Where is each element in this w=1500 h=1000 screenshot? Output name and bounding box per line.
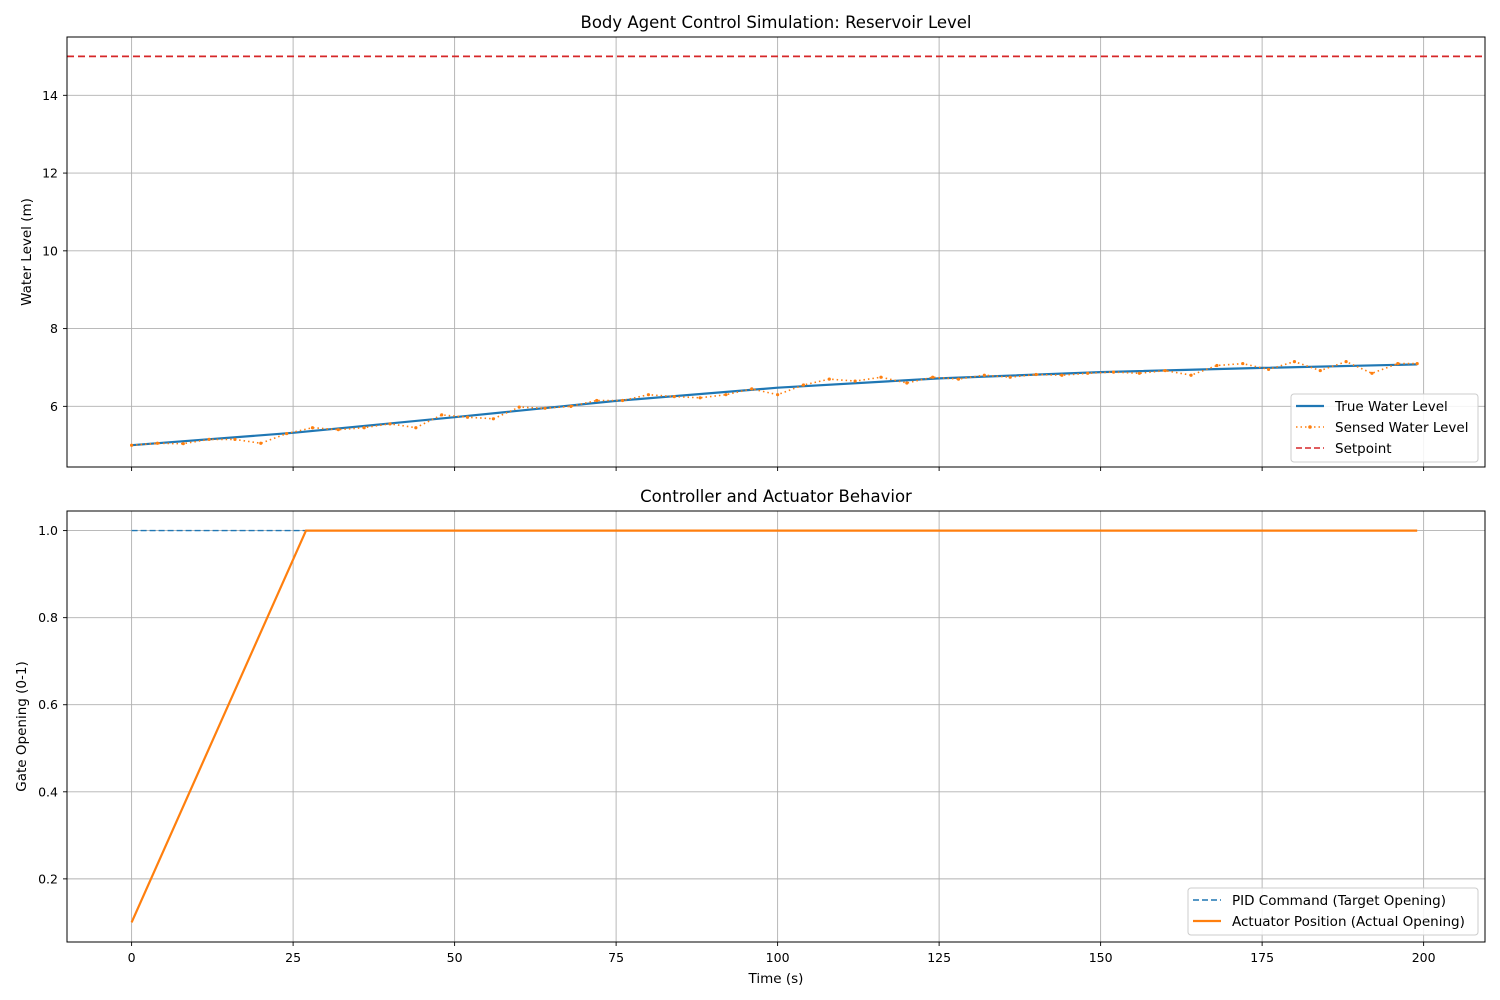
data-point <box>1008 375 1012 379</box>
axes-frame <box>66 510 1486 943</box>
legend-label: PID Command (Target Opening) <box>1232 893 1446 909</box>
data-point <box>956 377 961 381</box>
data-point <box>1415 361 1419 366</box>
x-tick-label: 200 <box>1412 950 1436 965</box>
data-point <box>853 379 857 383</box>
chart-title: Controller and Actuator Behavior <box>640 487 912 506</box>
data-point <box>1370 371 1374 375</box>
x-tick-label: 100 <box>766 950 790 965</box>
data-point <box>285 431 289 436</box>
data-point <box>698 396 702 400</box>
data-point <box>1344 360 1348 364</box>
data-point <box>1137 371 1141 375</box>
x-tick-label: 125 <box>927 950 951 965</box>
data-point <box>931 375 935 379</box>
data-point <box>1266 367 1271 372</box>
data-point <box>569 404 573 408</box>
y-tick-label: 0.8 <box>38 610 58 625</box>
x-tick-label: 50 <box>447 950 463 965</box>
data-point <box>879 375 883 379</box>
data-point <box>1060 373 1064 377</box>
data-point <box>388 422 392 426</box>
x-tick-label: 0 <box>128 950 136 965</box>
data-point <box>1189 373 1193 377</box>
y-tick-label: 0.6 <box>38 697 58 712</box>
data-point <box>1034 372 1038 377</box>
data-point <box>465 415 470 419</box>
data-point <box>1318 368 1322 373</box>
y-tick-label: 6 <box>50 399 58 414</box>
data-point <box>181 442 185 446</box>
data-point <box>362 426 366 430</box>
y-axis-label: Gate Opening (0-1) <box>14 661 30 791</box>
series-line-sensed-water-level <box>131 360 1418 446</box>
legend-label: True Water Level <box>1334 399 1448 415</box>
data-point <box>905 381 909 385</box>
y-tick-label: 1.0 <box>38 523 58 538</box>
y-axis-label: Water Level (m) <box>19 198 35 306</box>
chart-panel-2: 0 25 50 75 100 125 150 175 200 0.2 0.4 0.6 0.8 1.0 Con… <box>14 487 1486 987</box>
data-point <box>233 437 237 441</box>
series-line-true-water-level <box>131 363 1418 447</box>
series-line-actuator-position-actual-opening- <box>130 529 1418 923</box>
data-point <box>155 441 160 445</box>
legend-label: Setpoint <box>1335 441 1392 457</box>
data-point <box>207 437 211 441</box>
data-point <box>259 441 263 445</box>
data-point <box>1086 371 1090 375</box>
data-point <box>1163 368 1167 373</box>
data-point <box>646 393 651 397</box>
x-tick-label: 150 <box>1089 950 1113 965</box>
data-point <box>414 426 418 430</box>
chart-title: Body Agent Control Simulation: Reservoir… <box>581 13 972 32</box>
y-tick-label: 0.4 <box>38 784 58 799</box>
legend-box <box>1187 887 1479 936</box>
y-tick-label: 12 <box>42 166 58 181</box>
legend-label: Actuator Position (Actual Opening) <box>1232 914 1465 930</box>
data-point <box>336 428 340 432</box>
data-point <box>543 406 547 410</box>
data-point <box>827 377 831 381</box>
legend: True Water Level Sensed Water Level Setpoi… <box>1290 393 1479 463</box>
data-point <box>1292 360 1297 364</box>
x-tick-label: 25 <box>285 950 301 965</box>
data-point <box>130 443 134 447</box>
legend-marker <box>1308 425 1312 429</box>
data-point <box>982 373 986 377</box>
x-axis-label: Time (s) <box>748 971 804 987</box>
axes-frame <box>66 36 1486 468</box>
y-tick-label: 8 <box>50 321 58 336</box>
x-tick-label: 175 <box>1250 950 1274 965</box>
data-point <box>1396 361 1400 366</box>
data-point <box>517 405 521 409</box>
data-point <box>1111 370 1116 374</box>
legend: PID Command (Target Opening) Actuator Pos… <box>1187 887 1479 936</box>
data-point <box>595 398 599 403</box>
data-point <box>672 395 676 399</box>
y-tick-label: 14 <box>42 88 58 103</box>
data-point <box>776 393 780 397</box>
y-tick-label: 0.2 <box>38 871 58 886</box>
data-point <box>440 413 444 417</box>
x-tick-label: 75 <box>608 950 624 965</box>
y-tick-label: 10 <box>42 243 58 258</box>
data-point <box>1241 361 1245 366</box>
data-point <box>801 383 806 387</box>
data-point <box>310 426 315 430</box>
data-point <box>724 393 728 397</box>
legend-box <box>1290 393 1479 463</box>
data-point <box>620 398 625 403</box>
legend-label: Sensed Water Level <box>1335 420 1468 436</box>
data-point <box>750 387 754 391</box>
data-point <box>491 417 495 421</box>
data-point <box>1215 363 1219 368</box>
chart-panel-1: 6 8 10 12 14 Body Agent Control Simulation: R… <box>19 13 1486 471</box>
